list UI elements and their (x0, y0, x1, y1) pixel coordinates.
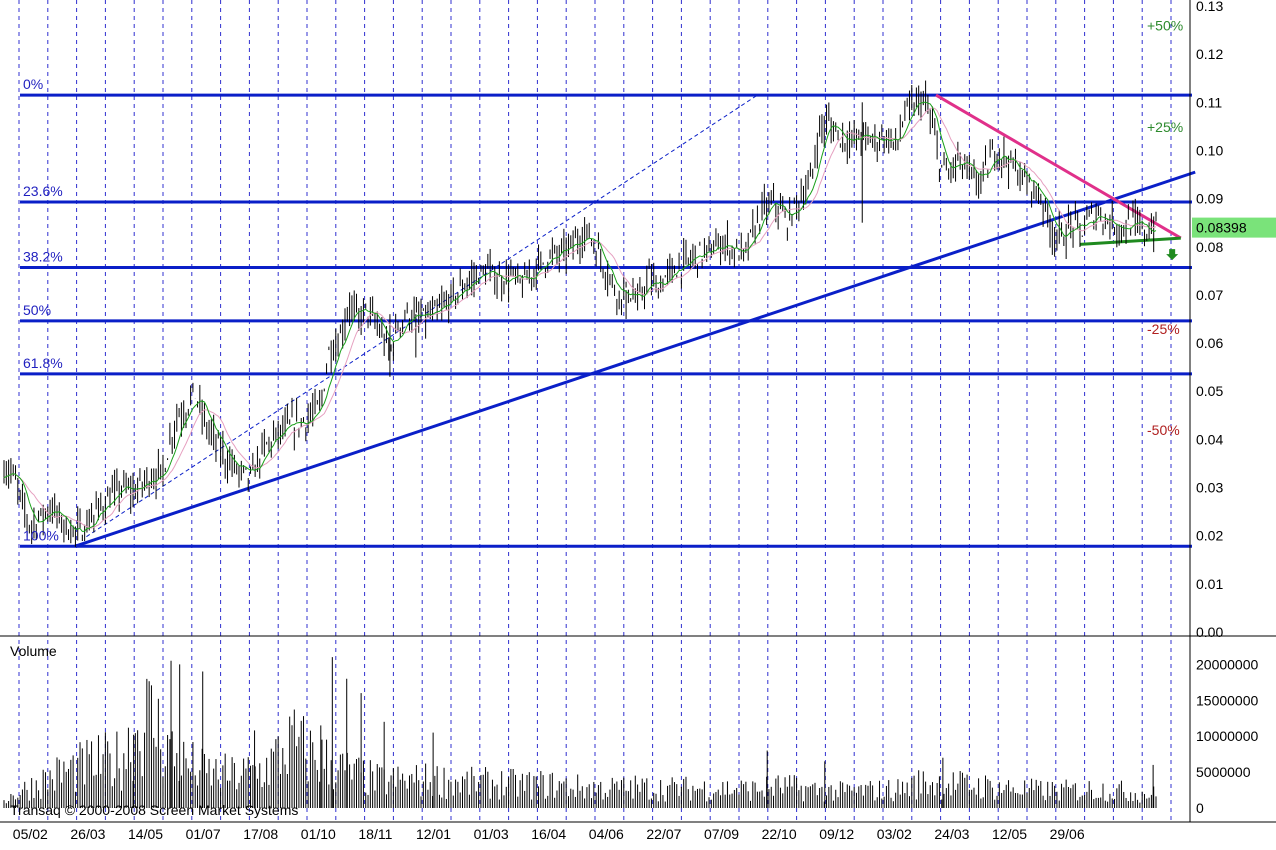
x-tick-label: 18/11 (358, 826, 392, 842)
x-tick-label: 24/03 (934, 826, 969, 842)
percent-level-label: -50% (1147, 422, 1180, 438)
price-tick-label: 0.06 (1196, 335, 1223, 351)
down-arrow-icon (1166, 249, 1179, 261)
price-tick-label: 0.10 (1196, 142, 1223, 158)
x-tick-label: 01/10 (301, 826, 336, 842)
price-tick-label: 0.09 (1196, 191, 1223, 207)
price-tick-label: 0.03 (1196, 480, 1223, 496)
volume-tick-label: 15000000 (1196, 692, 1259, 708)
price-tick-label: 0.11 (1196, 94, 1222, 110)
x-tick-label: 22/10 (762, 826, 797, 842)
moving-average-slow (3, 107, 1157, 529)
volume-panel-label: Volume (10, 643, 57, 659)
volume-tick-label: 0 (1196, 800, 1204, 816)
price-tick-label: 0.08 (1196, 239, 1223, 255)
x-tick-label: 01/07 (186, 826, 221, 842)
percent-level-label: +50% (1147, 18, 1183, 34)
x-tick-label: 12/05 (992, 826, 1027, 842)
price-tick-label: 0.12 (1196, 46, 1223, 62)
fib-level-label: 38.2% (23, 248, 63, 264)
x-tick-label: 29/06 (1050, 826, 1085, 842)
price-tick-label: 0.13 (1196, 0, 1223, 14)
price-tick-label: 0.04 (1196, 431, 1223, 447)
percent-level-label: +25% (1147, 119, 1183, 135)
x-tick-label: 04/06 (589, 826, 624, 842)
x-tick-label: 03/02 (877, 826, 912, 842)
volume-tick-label: 10000000 (1196, 728, 1259, 744)
x-tick-label: 07/09 (704, 826, 739, 842)
trendline-support (74, 170, 1196, 548)
x-tick-label: 09/12 (819, 826, 854, 842)
x-tick-label: 17/08 (243, 826, 278, 842)
price-tick-label: 0.00 (1196, 624, 1223, 640)
fib-level-label: 50% (23, 302, 51, 318)
volume-tick-label: 5000000 (1196, 764, 1251, 780)
x-tick-label: 14/05 (128, 826, 163, 842)
x-tick-label: 22/07 (646, 826, 681, 842)
fib-level-label: 61.8% (23, 355, 63, 371)
trendline-channel (86, 94, 758, 538)
percent-level-label: -25% (1147, 321, 1180, 337)
price-tick-label: 0.01 (1196, 576, 1223, 592)
price-tick-label: 0.05 (1196, 383, 1223, 399)
last-price-badge (1192, 217, 1276, 238)
x-tick-label: 26/03 (70, 826, 105, 842)
price-tick-label: 0.02 (1196, 528, 1223, 544)
x-tick-label: 16/04 (531, 826, 566, 842)
trendline-low-support (1079, 236, 1181, 246)
price-tick-label: 0.07 (1196, 287, 1223, 303)
x-tick-label: 12/01 (416, 826, 451, 842)
fib-level-label: 23.6% (23, 183, 63, 199)
volume-tick-label: 20000000 (1196, 656, 1259, 672)
x-tick-label: 05/02 (13, 826, 48, 842)
fib-level-label: 100% (23, 527, 59, 543)
last-price-value: 0.08398 (1196, 220, 1247, 236)
watermark-text: Transaq © 2000-2008 Screen Market System… (10, 802, 298, 818)
x-tick-label: 01/03 (474, 826, 509, 842)
fib-level-label: 0% (23, 76, 43, 92)
moving-average-fast (3, 101, 1157, 532)
